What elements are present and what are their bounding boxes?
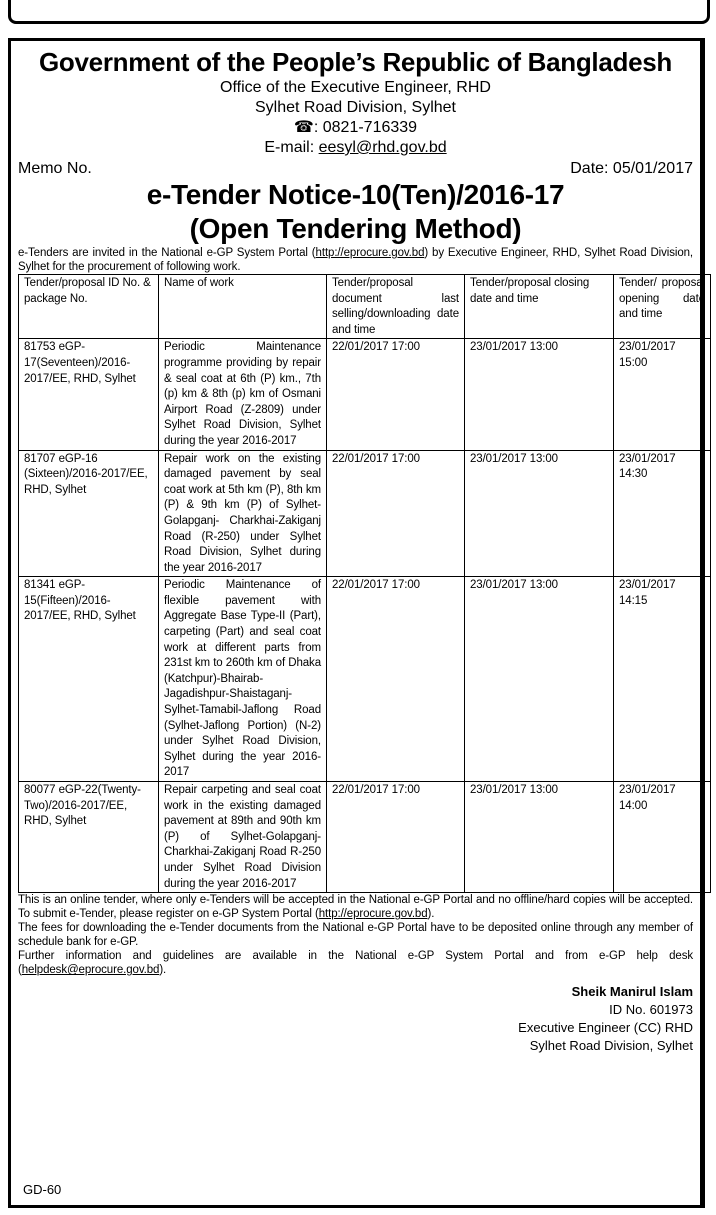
cell-id: 80077 eGP-22(Twenty-Two)/2016-2017/EE, R… xyxy=(18,780,159,894)
cell-closing: 23/01/2017 13:00 xyxy=(464,449,614,578)
signatory-id: ID No. 601973 xyxy=(609,1002,693,1018)
cell-opening: 23/01/2017 14:15 xyxy=(613,576,711,782)
header-work: Name of work xyxy=(158,273,327,340)
cell-closing: 23/01/2017 13:00 xyxy=(464,338,614,451)
cell-id: 81753 eGP-17(Seventeen)/2016-2017/EE, RH… xyxy=(18,338,159,451)
helpdesk-link[interactable]: helpdesk@eprocure.gov.bd xyxy=(21,964,160,977)
division-name: Sylhet Road Division, Sylhet xyxy=(255,99,456,116)
notice-subtitle: (Open Tendering Method) xyxy=(189,213,522,244)
cell-selling: 22/01/2017 17:00 xyxy=(326,780,465,894)
table-row: 81341 eGP-15(Fifteen)/2016-2017/EE, RHD,… xyxy=(18,576,711,782)
cell-id: 81341 eGP-15(Fifteen)/2016-2017/EE, RHD,… xyxy=(18,576,159,782)
header-id: Tender/proposal ID No. & package No. xyxy=(18,273,159,340)
cell-opening: 23/01/2017 15:00 xyxy=(613,338,711,451)
government-title: Government of the People’s Republic of B… xyxy=(39,47,672,77)
cell-work: Periodic Maintenance of flexible pavemen… xyxy=(158,576,327,782)
table-row: 81707 eGP-16 (Sixteen)/2016-2017/EE, RHD… xyxy=(18,449,711,578)
phone-line: ☎: 0821-716339 xyxy=(293,119,418,136)
cell-work: Periodic Maintenance programme providing… xyxy=(158,338,327,451)
cell-selling: 22/01/2017 17:00 xyxy=(326,576,465,782)
email-line: E-mail: eesyl@rhd.gov.bd xyxy=(264,139,447,156)
cell-opening: 23/01/2017 14:30 xyxy=(613,449,711,578)
cell-work: Repair carpeting and seal coat work in t… xyxy=(158,780,327,894)
cell-closing: 23/01/2017 13:00 xyxy=(464,576,614,782)
notice-title: e-Tender Notice-10(Ten)/2016-17 xyxy=(146,179,565,210)
ad-code: GD-60 xyxy=(23,1182,62,1197)
email-link[interactable]: eesyl@rhd.gov.bd xyxy=(318,139,447,156)
cell-selling: 22/01/2017 17:00 xyxy=(326,449,465,578)
cell-selling: 22/01/2017 17:00 xyxy=(326,338,465,451)
table-row: 80077 eGP-22(Twenty-Two)/2016-2017/EE, R… xyxy=(18,780,711,894)
cell-work: Repair work on the existing damaged pave… xyxy=(158,449,327,578)
footer-note-1: This is an online tender, where only e-T… xyxy=(18,894,693,921)
header-selling: Tender/proposal document last selling/do… xyxy=(326,273,465,340)
cell-opening: 23/01/2017 14:00 xyxy=(613,780,711,894)
memo-number: Memo No. xyxy=(18,160,92,177)
table-row: 81753 eGP-17(Seventeen)/2016-2017/EE, RH… xyxy=(18,338,711,451)
table-header-row: Tender/proposal ID No. & package No. Nam… xyxy=(18,273,711,340)
signatory-name: Sheik Manirul Islam xyxy=(571,984,693,1000)
footer-note-3: Further information and guidelines are a… xyxy=(18,950,693,977)
header-opening: Tender/ proposal opening date and time xyxy=(613,273,711,340)
tender-table: Tender/proposal ID No. & package No. Nam… xyxy=(18,273,711,894)
office-name: Office of the Executive Engineer, RHD xyxy=(220,79,491,96)
signatory-designation: Executive Engineer (CC) RHD xyxy=(518,1020,693,1036)
memo-row: Memo No. Date: 05/01/2017 xyxy=(18,160,693,178)
footer-note-2: The fees for downloading the e-Tender do… xyxy=(18,922,693,949)
tender-notice: Government of the People’s Republic of B… xyxy=(8,38,711,1208)
portal-link-2[interactable]: http://eprocure.gov.bd xyxy=(318,908,428,921)
portal-link[interactable]: http://eprocure.gov.bd xyxy=(315,247,425,259)
previous-ad-border xyxy=(8,0,710,24)
cell-id: 81707 eGP-16 (Sixteen)/2016-2017/EE, RHD… xyxy=(18,449,159,578)
signature-block: Sheik Manirul Islam ID No. 601973 Execut… xyxy=(18,983,693,1055)
intro-text: e-Tenders are invited in the National e-… xyxy=(18,247,694,273)
cell-closing: 23/01/2017 13:00 xyxy=(464,780,614,894)
signatory-office: Sylhet Road Division, Sylhet xyxy=(529,1038,693,1054)
header-closing: Tender/proposal closing date and time xyxy=(464,273,614,340)
telephone-icon: ☎ xyxy=(293,119,314,136)
memo-date: Date: 05/01/2017 xyxy=(570,160,693,177)
